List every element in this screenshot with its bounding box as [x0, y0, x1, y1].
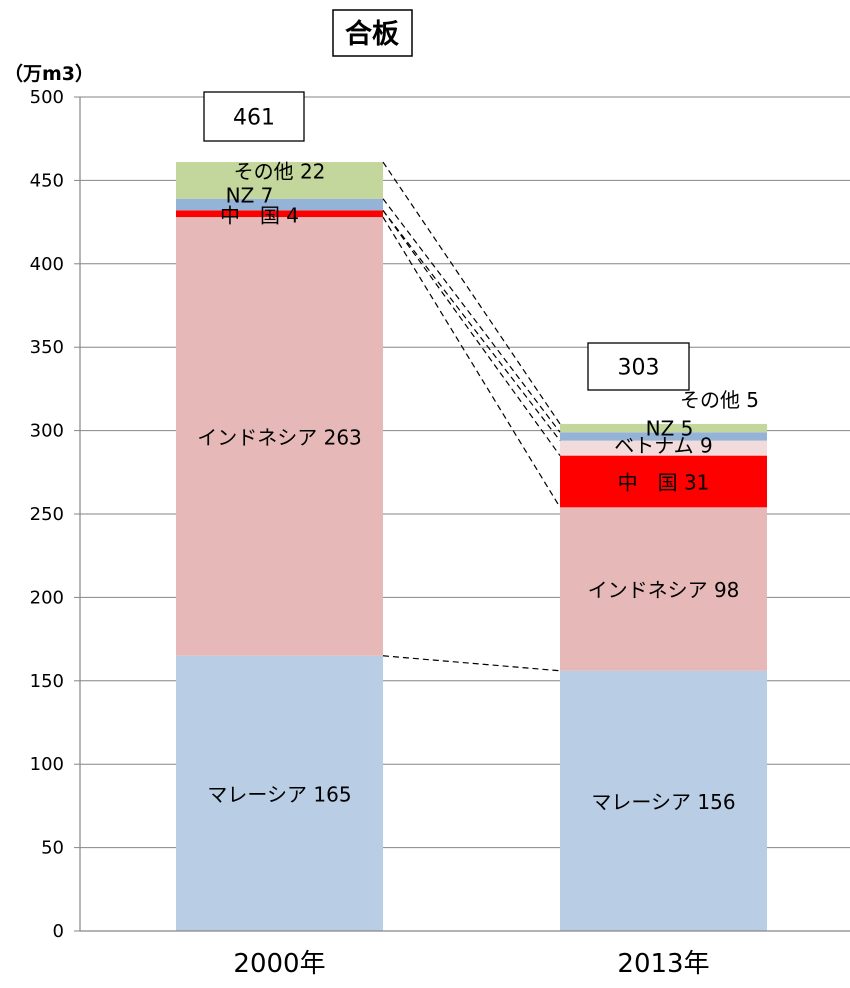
y-axis-ticks: 0 50 100 150 200 250 300 350 400 450 500 — [30, 87, 80, 942]
segment-label-indonesia-0: インドネシア 263 — [197, 425, 362, 449]
connector-lines — [382, 161, 561, 672]
bar-segment-indonesia-1 — [560, 507, 767, 671]
y-tick-label: 0 — [53, 921, 64, 942]
bar-segment-china-0 — [176, 210, 383, 218]
y-tick-label: 150 — [30, 671, 64, 692]
y-tick-label: 50 — [41, 838, 64, 859]
segment-label-malaysia-1: マレーシア 156 — [591, 790, 735, 814]
bar-segment-other-0 — [176, 162, 383, 199]
segment-label-indonesia-1: インドネシア 98 — [588, 578, 740, 602]
connector-line — [382, 655, 561, 672]
bar-segment-other-1 — [560, 423, 767, 433]
bars — [176, 162, 767, 931]
segment-label-other-1: その他 5 — [680, 388, 759, 412]
segment-label-china-1: 中 国 31 — [618, 470, 710, 494]
chart-title: 合板 — [345, 18, 399, 50]
y-tick-label: 200 — [30, 587, 64, 608]
total-label: 461 — [233, 106, 275, 131]
x-axis-categories: 2000年 2013年 — [233, 949, 709, 979]
segment-label-other-0: その他 22 — [234, 160, 326, 184]
bar-segment-nz-0 — [176, 198, 383, 211]
bar-segment-nz-1 — [560, 432, 767, 441]
bar-segment-vietnam-1 — [560, 440, 767, 456]
y-axis-unit-label: （万m3） — [4, 62, 94, 85]
segment-label-vietnam-1: ベトナム 9 — [614, 433, 712, 457]
segment-label-china-0: 中 国 4 — [220, 203, 299, 227]
total-label: 303 — [618, 356, 660, 381]
segment-label-nz-1: NZ 5 — [646, 417, 694, 441]
connector-line — [382, 210, 561, 456]
title-box — [332, 9, 413, 57]
bar-segment-malaysia-1 — [560, 670, 767, 931]
x-category-label: 2000年 — [233, 949, 325, 979]
total-box — [203, 91, 305, 142]
bar-segment-china-1 — [560, 455, 767, 508]
y-tick-label: 450 — [30, 170, 64, 191]
y-tick-label: 250 — [30, 504, 64, 525]
segment-label-nz-0: NZ 7 — [226, 183, 274, 207]
total-box — [587, 342, 690, 391]
x-category-label: 2013年 — [617, 949, 709, 979]
bar-segment-indonesia-0 — [176, 217, 383, 656]
bar-segment-malaysia-0 — [176, 655, 383, 931]
segment-label-malaysia-0: マレーシア 165 — [207, 782, 351, 806]
y-tick-label: 300 — [30, 421, 64, 442]
total-labels: 461 303 — [203, 91, 690, 391]
y-tick-label: 100 — [30, 754, 64, 775]
connector-line — [382, 216, 561, 508]
segment-labels: マレーシア 165 マレーシア 156 インドネシア 263 インドネシア 98 中 国… — [197, 160, 759, 814]
connector-line — [382, 198, 561, 433]
y-tick-label: 400 — [30, 254, 64, 275]
y-tick-label: 500 — [30, 87, 64, 108]
connector-line — [382, 210, 561, 441]
connector-line — [382, 161, 561, 425]
y-tick-label: 350 — [30, 337, 64, 358]
